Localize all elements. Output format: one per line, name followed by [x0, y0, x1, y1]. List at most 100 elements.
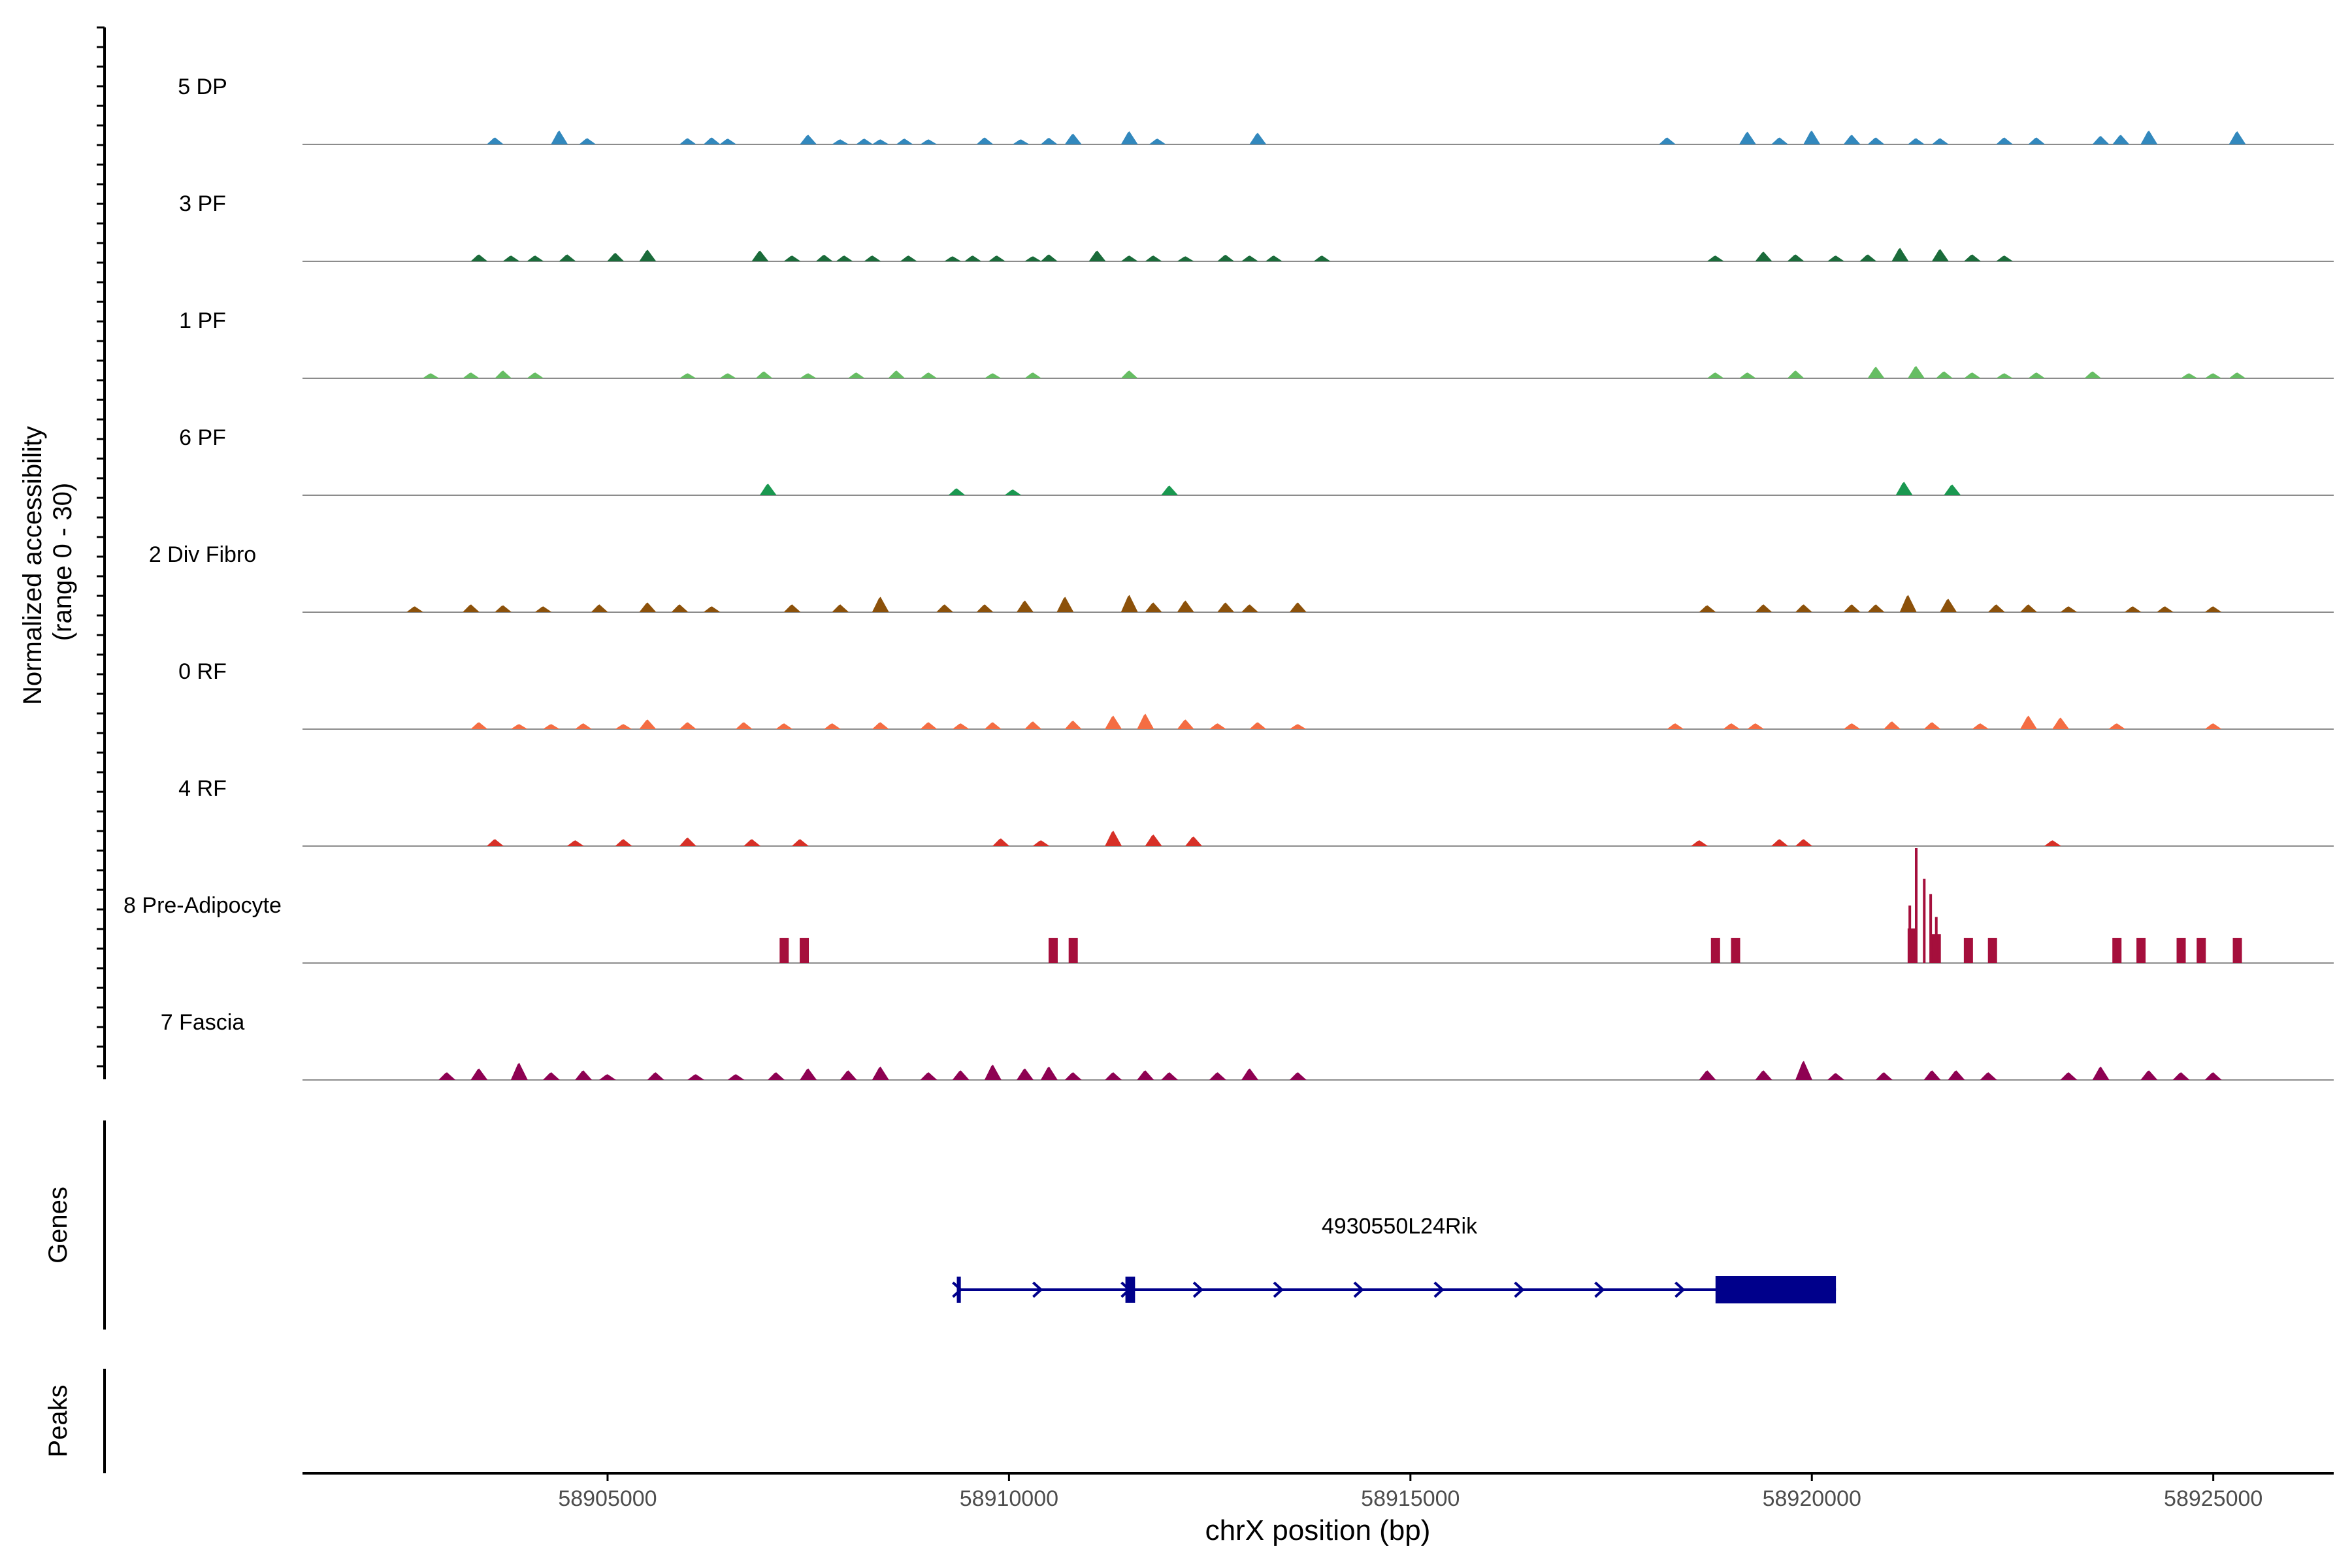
- coverage-peak: [679, 838, 696, 846]
- track-label: 6 PF: [179, 425, 226, 450]
- coverage-peak: [607, 253, 625, 261]
- coverage-peak: [836, 255, 853, 261]
- coverage-peak: [1032, 840, 1050, 846]
- peaks-panel: Peaks: [44, 1369, 106, 1473]
- coverage-peak: [872, 139, 889, 144]
- coverage-peak: [1177, 600, 1194, 612]
- coverage-peak: [1120, 255, 1138, 261]
- coverage-peak: [1241, 255, 1259, 261]
- coverage-peak: [719, 139, 737, 144]
- coverage-bar: [2112, 938, 2122, 963]
- track-0-rf: 0 RF: [178, 659, 2334, 730]
- coverage-peak: [639, 250, 657, 261]
- coverage-peak: [900, 255, 917, 261]
- gene-exon: [956, 1277, 961, 1303]
- coverage-bar: [1731, 938, 1740, 963]
- coverage-spike: [1929, 894, 1933, 963]
- peaks-track-label: Peaks: [44, 1384, 73, 1457]
- coverage-peak: [679, 373, 696, 378]
- coverage-peak: [1723, 723, 1740, 729]
- coverage-peak: [559, 254, 576, 261]
- coverage-spike: [1908, 906, 1912, 963]
- coverage-peak: [422, 373, 440, 378]
- coverage-peak: [783, 255, 801, 261]
- coverage-peak: [856, 139, 874, 144]
- coverage-peak: [2140, 1070, 2158, 1080]
- coverage-peak: [615, 839, 632, 846]
- coverage-peak: [1891, 248, 1909, 261]
- coverage-peak: [1161, 485, 1179, 495]
- coverage-peak: [510, 724, 528, 729]
- coverage-peak: [470, 254, 488, 261]
- coverage-peak: [1137, 1070, 1154, 1080]
- track-5-dp: 5 DP: [178, 74, 2334, 145]
- coverage-peak: [2204, 606, 2222, 612]
- coverage-peak: [1931, 249, 1949, 261]
- coverage-peak: [1120, 131, 1138, 144]
- coverage-peak: [920, 139, 938, 144]
- coverage-peak: [1249, 722, 1267, 729]
- gene-strand-arrow: [1353, 1281, 1364, 1298]
- coverage-peak: [1755, 1070, 1772, 1080]
- coverage-peak: [952, 723, 970, 729]
- coverage-peak: [1105, 1072, 1122, 1080]
- coverage-peak: [2060, 1072, 2078, 1080]
- coverage-peak: [1931, 138, 1949, 144]
- gene-strand-arrow: [1032, 1281, 1043, 1298]
- coverage-peak: [1265, 255, 1282, 261]
- coverage-peak: [639, 602, 657, 612]
- coverage-bar: [1048, 938, 1058, 963]
- gene-strand-arrow: [1514, 1281, 1525, 1298]
- x-axis-tick-label: 58920000: [1763, 1486, 1861, 1511]
- coverage-peak: [832, 139, 849, 144]
- coverage-peak: [1016, 600, 1034, 612]
- coverage-peak: [976, 137, 994, 144]
- coverage-peak: [1249, 133, 1267, 144]
- coverage-bar: [2136, 938, 2146, 963]
- coverage-peak: [639, 719, 657, 729]
- coverage-peak: [1064, 1072, 1082, 1080]
- coverage-peak: [1217, 255, 1235, 261]
- coverage-peak: [1149, 139, 1166, 144]
- coverage-peak: [1707, 255, 1724, 261]
- coverage-peak: [1996, 373, 2014, 378]
- coverage-peak: [1699, 605, 1716, 612]
- coverage-peak: [671, 604, 689, 612]
- gene-strand-arrow: [1594, 1281, 1605, 1298]
- coverage-peak: [1771, 839, 1789, 846]
- coverage-peak: [2204, 1072, 2222, 1080]
- coverage-peak: [1177, 256, 1194, 261]
- coverage-peak: [1747, 723, 1765, 729]
- coverage-peak: [1707, 372, 1724, 378]
- coverage-peak: [1936, 371, 1953, 378]
- coverage-peak: [1120, 595, 1138, 612]
- coverage-bar: [1710, 938, 1720, 963]
- coverage-bar: [2232, 938, 2242, 963]
- coverage-peak: [815, 255, 833, 261]
- coverage-peak: [1040, 254, 1058, 261]
- coverage-peak: [1145, 834, 1162, 846]
- coverage-peak: [2028, 372, 2046, 378]
- coverage-peak: [1755, 604, 1772, 612]
- coverage-peak: [872, 1066, 889, 1080]
- track-label: 5 DP: [178, 74, 227, 99]
- coverage-peak: [944, 256, 962, 261]
- coverage-peak: [703, 137, 721, 144]
- coverage-peak: [2060, 606, 2078, 612]
- coverage-peak: [495, 370, 512, 378]
- coverage-peak: [988, 255, 1005, 261]
- coverage-peak: [1691, 840, 1708, 846]
- coverage-peak: [703, 606, 721, 612]
- coverage-peak: [1972, 723, 1989, 729]
- coverage-peak: [2044, 840, 2061, 846]
- coverage-peak: [1145, 255, 1162, 261]
- coverage-peak: [1899, 595, 1917, 612]
- coverage-peak: [1843, 135, 1861, 144]
- coverage-peak: [542, 724, 560, 729]
- coverage-peak: [1795, 604, 1812, 612]
- coverage-peak: [952, 1070, 970, 1080]
- y-axis-label-line-1: Normalized accessibility: [18, 426, 47, 705]
- track-label: 2 Div Fibro: [149, 542, 256, 567]
- coverage-peak: [1755, 252, 1772, 261]
